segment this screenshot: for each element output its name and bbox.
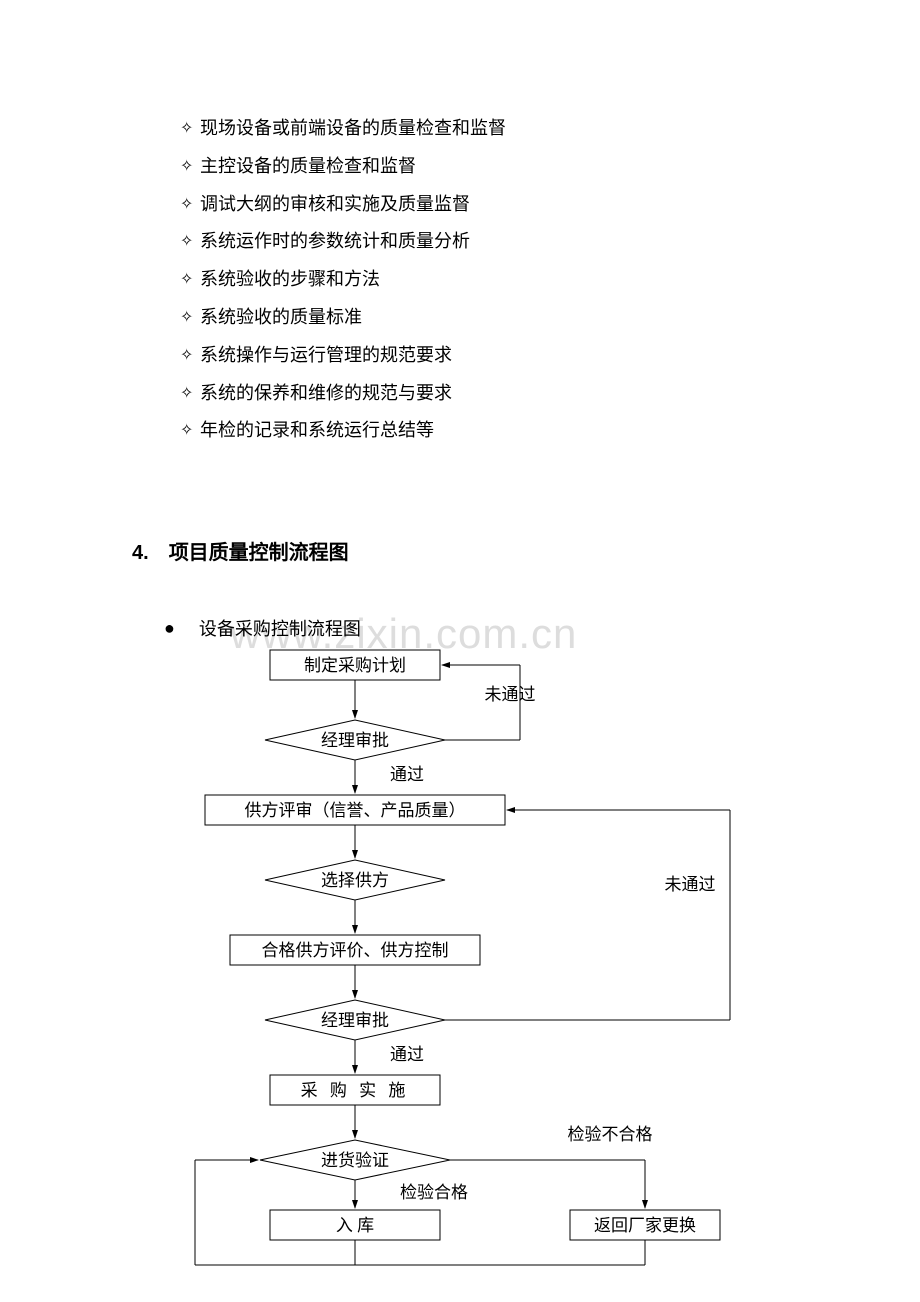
list-item: ✧调试大纲的审核和实施及质量监督 (180, 186, 780, 224)
list-item-text: 系统验收的步骤和方法 (200, 261, 380, 299)
heading-text: 项目质量控制流程图 (169, 542, 349, 564)
diamond-icon: ✧ (180, 225, 200, 259)
flow-label-pass1: 通过 (390, 765, 424, 784)
list-item: ✧系统运作时的参数统计和质量分析 (180, 223, 780, 261)
diamond-icon: ✧ (180, 377, 200, 411)
diamond-icon: ✧ (180, 339, 200, 373)
list-item-text: 现场设备或前端设备的质量检查和监督 (200, 110, 506, 148)
list-item-text: 系统的保养和维修的规范与要求 (200, 375, 452, 413)
diamond-icon: ✧ (180, 263, 200, 297)
list-item-text: 系统操作与运行管理的规范要求 (200, 337, 452, 375)
flow-label-approve2: 经理审批 (321, 1011, 389, 1030)
flow-label-return: 返回厂家更换 (594, 1216, 696, 1235)
list-item: ✧系统验收的步骤和方法 (180, 261, 780, 299)
flow-label-inspect: 进货验证 (321, 1151, 389, 1170)
flow-label-qualified: 合格供方评价、供方控制 (262, 941, 449, 960)
diamond-icon: ✧ (180, 150, 200, 184)
diamond-icon: ✧ (180, 301, 200, 335)
list-item: ✧年检的记录和系统运行总结等 (180, 412, 780, 450)
flow-label-purchase: 采 购 实 施 (301, 1081, 410, 1100)
sub-bullet: ● 设备采购控制流程图 (164, 615, 780, 641)
list-item: ✧主控设备的质量检查和监督 (180, 148, 780, 186)
list-item-text: 主控设备的质量检查和监督 (200, 148, 416, 186)
flow-label-pass2: 通过 (390, 1045, 424, 1064)
list-item-text: 调试大纲的审核和实施及质量监督 (200, 186, 470, 224)
flow-label-approve1: 经理审批 (321, 731, 389, 750)
list-item: ✧现场设备或前端设备的质量检查和监督 (180, 110, 780, 148)
flow-label-plan: 制定采购计划 (304, 656, 406, 675)
bullet-list: ✧现场设备或前端设备的质量检查和监督 ✧主控设备的质量检查和监督 ✧调试大纲的审… (180, 110, 780, 450)
flowchart-svg: 制定采购计划 经理审批 未通过 通过 供方评审（信誉、产品质量） 选择供方 合格… (190, 640, 780, 1280)
diamond-icon: ✧ (180, 414, 200, 448)
list-item: ✧系统操作与运行管理的规范要求 (180, 337, 780, 375)
list-item: ✧系统的保养和维修的规范与要求 (180, 375, 780, 413)
flow-label-check-ng: 检验不合格 (568, 1125, 653, 1144)
list-item-text: 系统验收的质量标准 (200, 299, 362, 337)
dot-icon: ● (164, 618, 175, 639)
diamond-icon: ✧ (180, 188, 200, 222)
diamond-icon: ✧ (180, 112, 200, 146)
section-heading: 4. 项目质量控制流程图 (132, 536, 780, 565)
flow-label-supplier-review: 供方评审（信誉、产品质量） (245, 801, 466, 820)
list-item: ✧系统验收的质量标准 (180, 299, 780, 337)
flow-label-fail2: 未通过 (665, 875, 716, 894)
flow-label-check-ok: 检验合格 (400, 1183, 468, 1202)
flow-label-storage: 入 库 (336, 1216, 374, 1235)
flow-label-fail1: 未通过 (485, 685, 536, 704)
sub-bullet-text: 设备采购控制流程图 (199, 615, 361, 641)
list-item-text: 年检的记录和系统运行总结等 (200, 412, 434, 450)
heading-number: 4. (132, 542, 149, 564)
list-item-text: 系统运作时的参数统计和质量分析 (200, 223, 470, 261)
flow-label-select: 选择供方 (321, 871, 389, 890)
